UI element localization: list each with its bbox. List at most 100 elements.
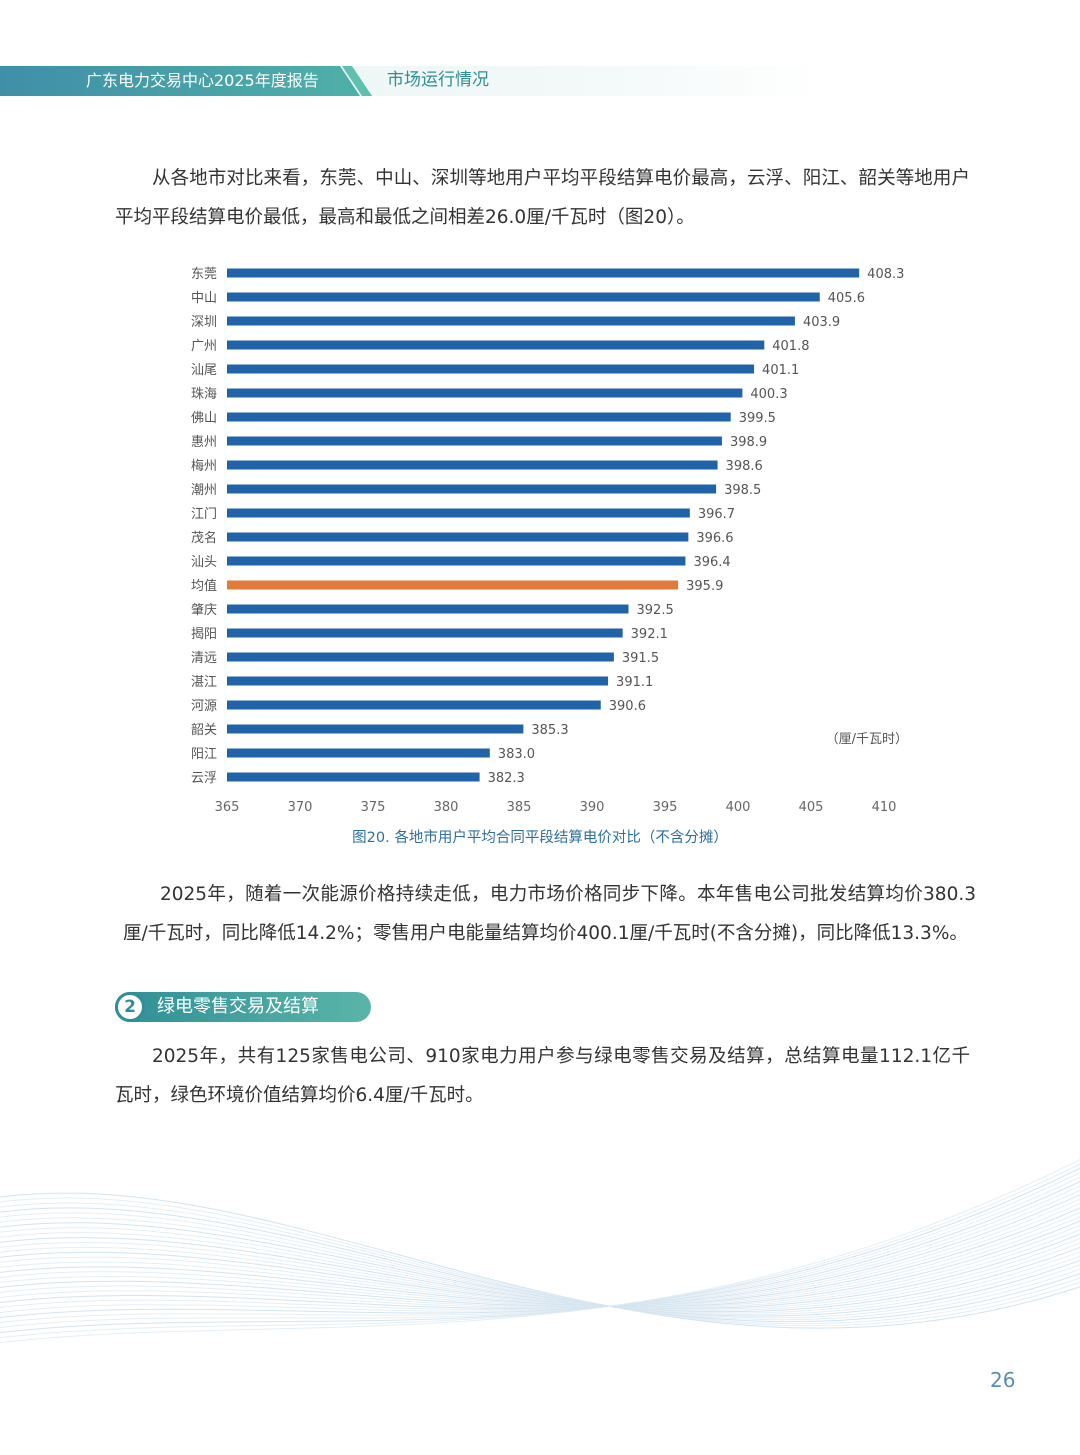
category-label: 潮州 [191,483,217,498]
bar [227,484,717,494]
bar [227,532,689,542]
wave-line [0,1185,1080,1314]
bar [227,460,718,470]
value-label: 400.3 [750,387,787,402]
x-tick-label: 370 [288,800,313,815]
bar [227,700,601,710]
value-label: 391.5 [622,651,659,666]
wave-line [0,1167,1080,1334]
category-label: 茂名 [191,530,217,546]
wave-line [0,1237,1080,1313]
wave-line [0,1211,1080,1307]
bar [227,604,629,614]
bar [227,652,614,662]
bar [227,292,820,302]
wave-line [0,1232,1080,1314]
wave-line [0,1217,1080,1319]
x-tick-label: 410 [872,800,897,815]
category-label: 均值 [191,578,217,594]
bar [227,388,743,398]
wave-line [0,1194,1080,1309]
bar [227,676,609,686]
green-retail-paragraph: 2025年，共有125家售电公司、910家电力用户参与绿电零售交易及结算，总结算… [115,1046,970,1106]
bar [227,340,765,350]
wave-line [0,1207,1080,1323]
bar [227,628,623,638]
bar [227,316,795,326]
wave-line [0,1192,1080,1329]
value-label: 396.6 [696,531,733,546]
value-label: 390.6 [609,699,646,714]
category-label: 广州 [191,339,217,354]
value-label: 392.1 [631,627,668,642]
x-tick-label: 365 [215,800,240,815]
category-label: 梅州 [191,459,217,474]
section-heading-pill [115,992,371,1022]
category-label: 韶关 [191,722,217,738]
average-bar [227,580,679,590]
intro-paragraph: 从各地市对比来看，东莞、中山、深圳等地用户平均平段结算电价最高，云浮、阳江、韶关… [115,168,970,228]
value-label: 382.3 [488,771,525,786]
category-label: 湛江 [191,675,217,690]
x-tick-label: 395 [653,800,678,815]
value-label: 396.7 [698,507,735,522]
chart-caption: 图20. 各地市用户平均合同平段结算电价对比（不含分摊） [352,830,728,846]
value-label: 396.4 [693,555,730,570]
wave-line [0,1222,1080,1317]
x-tick-label: 400 [726,800,751,815]
wave-line [0,1197,1080,1327]
value-label: 395.9 [686,579,723,594]
value-label: 392.5 [637,603,674,618]
wave-line [0,1158,1080,1344]
header-section-title: 市场运行情况 [387,70,489,90]
value-label: 398.9 [730,435,767,450]
category-label: 中山 [191,291,217,306]
value-label: 398.5 [724,483,761,498]
wave-line [0,1241,1080,1311]
wave-line [0,1215,1080,1307]
section-heading: 绿电零售交易及结算 [157,996,319,1017]
wave-line [0,1233,1080,1309]
price-comparison-chart: 东莞 408.3 中山 405.6 深圳 403.9 广州 401.8 汕尾 401.1 珠海 400… [191,267,908,815]
value-label: 401.8 [772,339,809,354]
x-tick-label: 405 [799,800,824,815]
decorative-wave-background [0,1158,1080,1344]
bar [227,556,686,566]
wave-line [0,1172,1080,1329]
value-label: 391.1 [616,675,653,690]
wave-line [0,1229,1080,1309]
report-title: 广东电力交易中心2025年度报告 [86,71,319,90]
value-label: 399.5 [739,411,776,426]
wave-line [0,1237,1080,1310]
value-label: 401.1 [762,363,799,378]
category-label: 汕头 [191,555,217,570]
bar [227,436,722,446]
value-label: 403.9 [803,315,840,330]
bar [227,772,480,782]
value-label: 405.6 [828,291,865,306]
bar [227,268,860,278]
x-tick-label: 380 [434,800,459,815]
category-label: 江门 [191,507,217,522]
wave-line [0,1227,1080,1315]
category-label: 阳江 [191,747,217,762]
value-label: 383.0 [498,747,535,762]
bar [227,508,690,518]
category-label: 云浮 [191,771,217,786]
category-label: 汕尾 [191,363,217,378]
wave-line [0,1180,1080,1319]
x-tick-label: 390 [580,800,605,815]
bar [227,364,755,374]
wave-line [0,1202,1080,1308]
category-label: 揭阳 [191,627,217,642]
wave-line [0,1163,1080,1339]
category-label: 佛山 [191,411,217,426]
category-label: 深圳 [191,315,217,330]
price-summary-paragraph: 2025年，随着一次能源价格持续走低，电力市场价格同步下降。本年售电公司批发结算… [123,884,976,944]
wave-line [0,1198,1080,1309]
x-tick-label: 375 [361,800,386,815]
header-left-bar [0,66,360,96]
wave-line [0,1224,1080,1308]
wave-line [0,1220,1080,1308]
bar [227,748,490,758]
